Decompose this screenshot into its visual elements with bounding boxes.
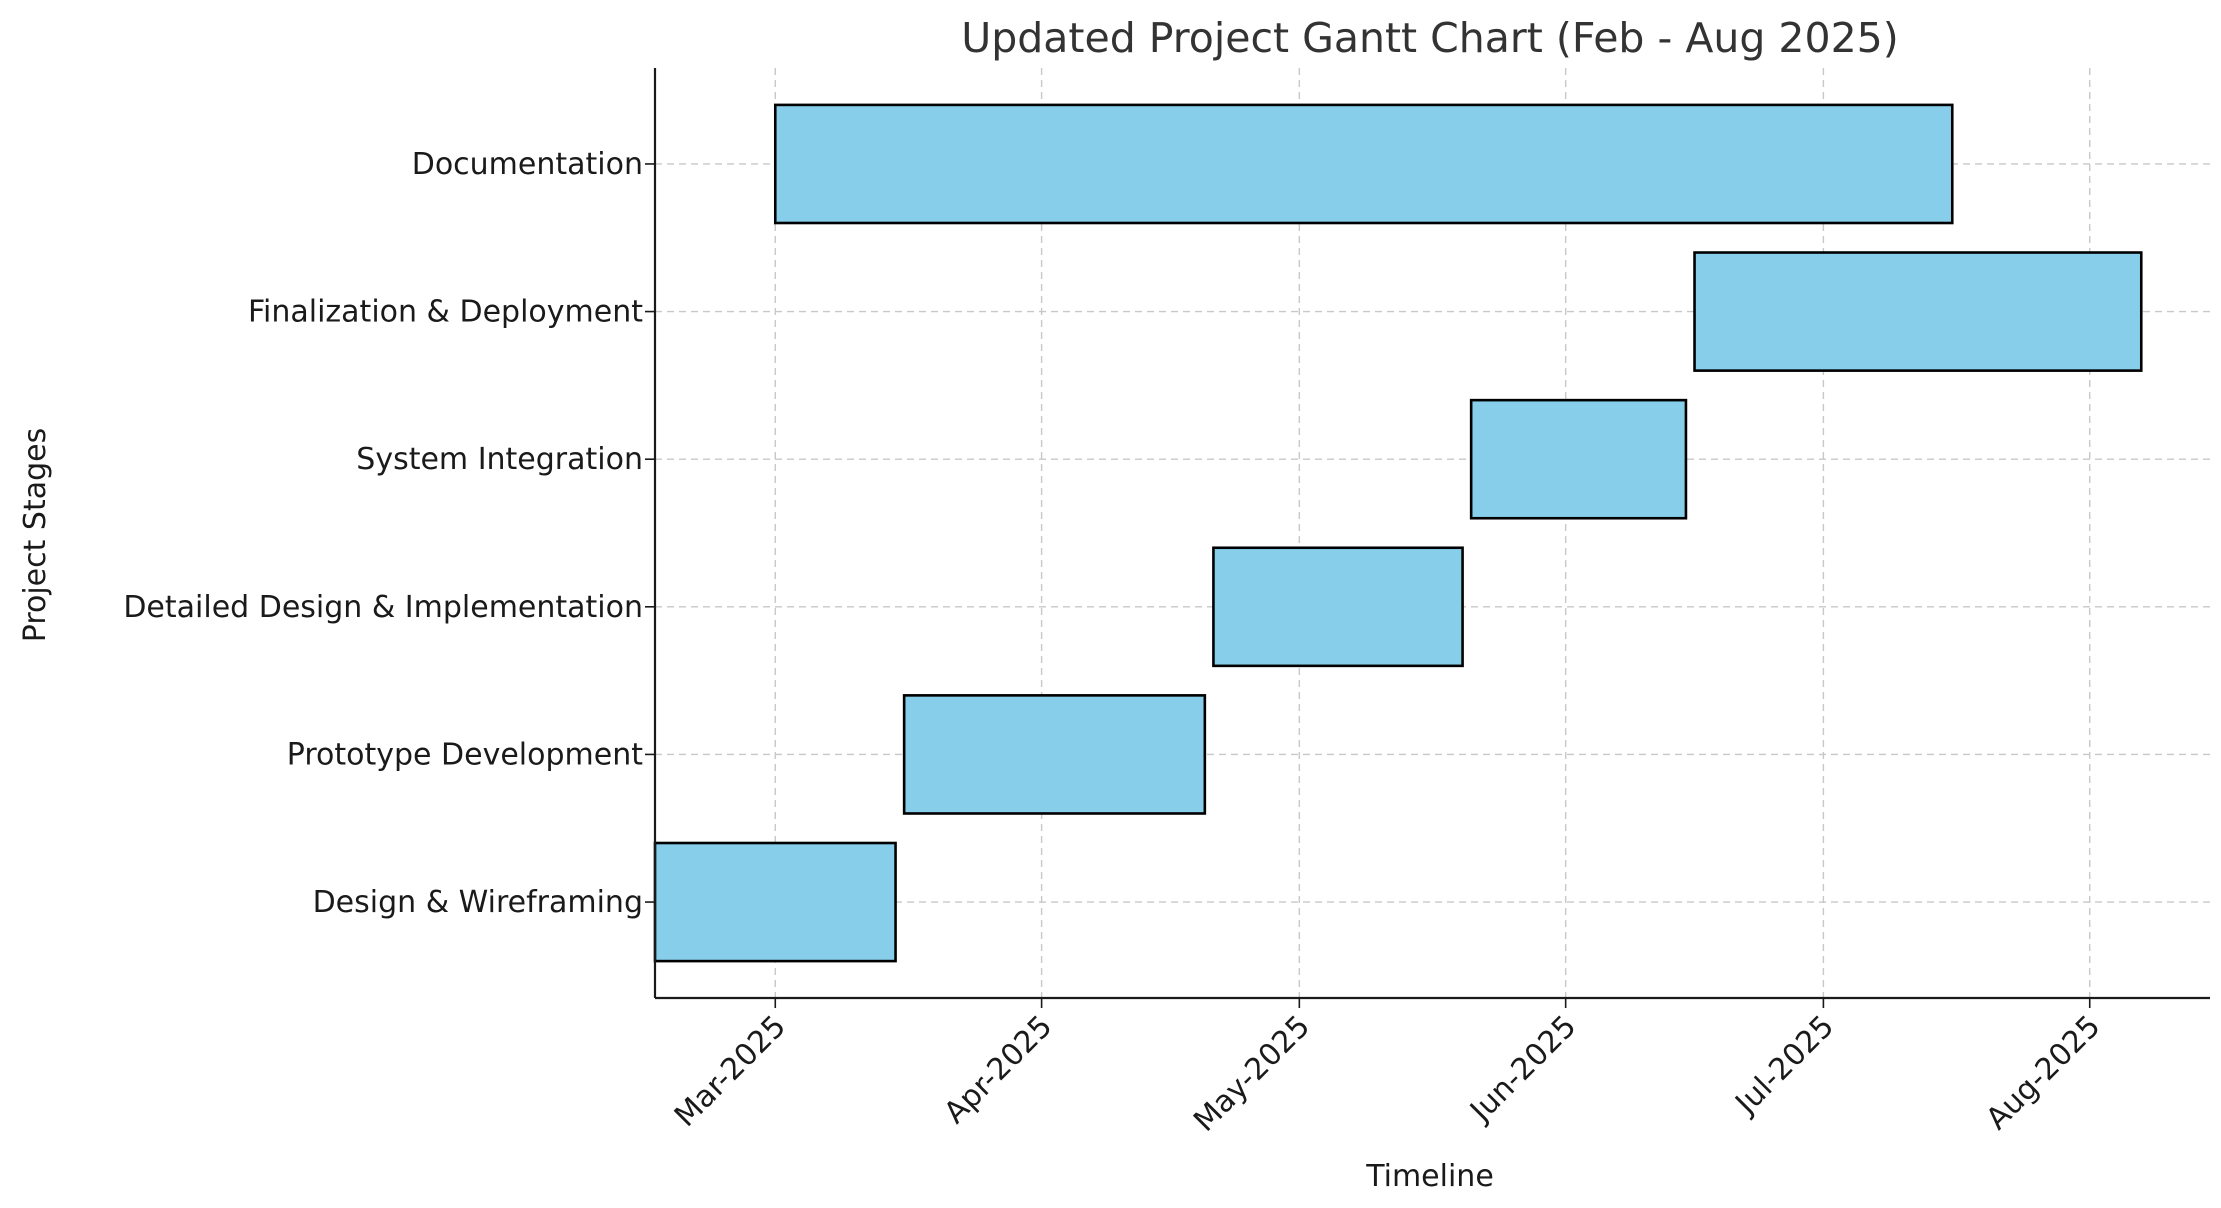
x-tick-label: Mar-2025 <box>668 1009 793 1134</box>
bar-layer <box>653 103 2143 963</box>
task-bar <box>1469 398 1688 520</box>
x-tick-label: May-2025 <box>1187 1009 1317 1139</box>
task-label: Finalization & Deployment <box>248 295 643 330</box>
task-label: Detailed Design & Implementation <box>123 590 643 625</box>
task-bar <box>902 694 1207 815</box>
task-bar <box>653 841 897 963</box>
y-axis-label: Project Stages <box>18 428 53 643</box>
task-label: Design & Wireframing <box>313 885 643 920</box>
task-label: Documentation <box>412 147 643 182</box>
task-bar <box>1212 546 1464 668</box>
task-label: System Integration <box>356 442 643 477</box>
task-label: Prototype Development <box>287 737 643 772</box>
x-tick-label: Apr-2025 <box>938 1009 1060 1131</box>
task-bar <box>1693 251 2143 372</box>
x-axis-label: Timeline <box>1365 1159 1494 1194</box>
task-bar <box>773 103 1954 225</box>
axis-layer: Mar-2025 Apr-2025 May-2025 Jun-2025 Jul-2025… <box>123 68 2210 1139</box>
x-tick-label: Jun-2025 <box>1462 1009 1583 1130</box>
chart-title: Updated Project Gantt Chart (Feb - Aug 2… <box>961 14 1899 62</box>
x-tick-label: Aug-2025 <box>1980 1009 2108 1137</box>
x-tick-label: Jul-2025 <box>1728 1009 1841 1122</box>
